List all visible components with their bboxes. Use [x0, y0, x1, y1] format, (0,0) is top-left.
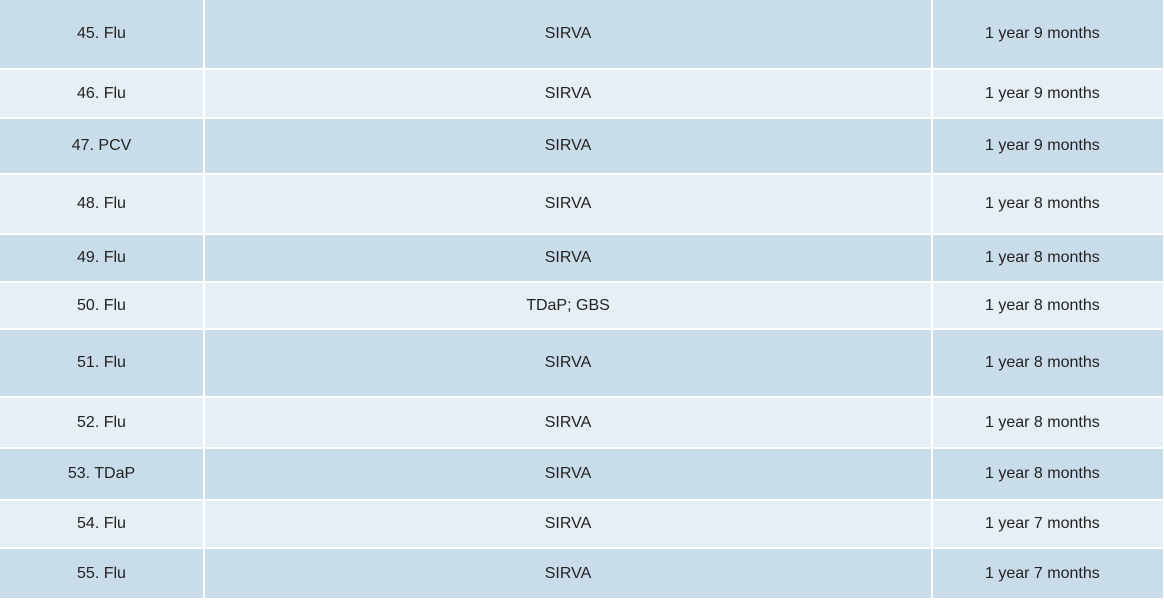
time-cell: 1 year 8 months	[933, 283, 1163, 328]
time-cell: 1 year 7 months	[933, 549, 1163, 598]
time-cell: 1 year 8 months	[933, 330, 1163, 396]
vaccine-cell: 55. Flu	[0, 549, 203, 598]
vaccine-cell: 53. TDaP	[0, 449, 203, 499]
injury-cell: SIRVA	[205, 501, 931, 547]
time-cell: 1 year 9 months	[933, 0, 1163, 68]
injury-cell: SIRVA	[205, 449, 931, 499]
time-cell: 1 year 7 months	[933, 501, 1163, 547]
time-cell: 1 year 9 months	[933, 70, 1163, 117]
time-cell: 1 year 9 months	[933, 119, 1163, 173]
injury-cell: SIRVA	[205, 0, 931, 68]
time-cell: 1 year 8 months	[933, 235, 1163, 281]
vaccine-cell: 51. Flu	[0, 330, 203, 396]
time-cell: 1 year 8 months	[933, 449, 1163, 499]
time-cell: 1 year 8 months	[933, 398, 1163, 447]
vaccine-cell: 50. Flu	[0, 283, 203, 328]
vaccine-cell: 45. Flu	[0, 0, 203, 68]
vaccine-cell: 46. Flu	[0, 70, 203, 117]
time-cell: 1 year 8 months	[933, 175, 1163, 233]
injury-cell: SIRVA	[205, 549, 931, 598]
vaccine-cell: 49. Flu	[0, 235, 203, 281]
vaccine-cell: 47. PCV	[0, 119, 203, 173]
vaccine-cell: 48. Flu	[0, 175, 203, 233]
injury-cell: SIRVA	[205, 235, 931, 281]
injury-cell: SIRVA	[205, 175, 931, 233]
injury-cell: SIRVA	[205, 330, 931, 396]
injury-cell: SIRVA	[205, 70, 931, 117]
injury-cell: SIRVA	[205, 398, 931, 447]
injury-cell: TDaP; GBS	[205, 283, 931, 328]
vaccine-cell: 54. Flu	[0, 501, 203, 547]
injury-cell: SIRVA	[205, 119, 931, 173]
vaccine-cell: 52. Flu	[0, 398, 203, 447]
